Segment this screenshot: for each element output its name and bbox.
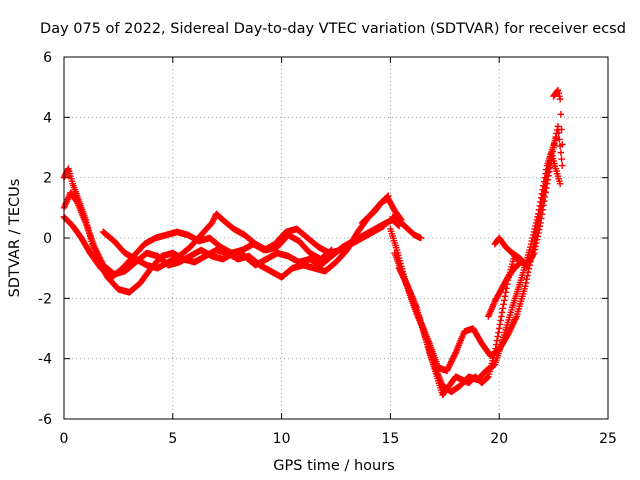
x-tick-label: 20 <box>490 431 508 447</box>
data-point <box>541 174 549 181</box>
x-tick-label: 0 <box>60 431 69 447</box>
data-point <box>328 246 335 254</box>
data-point <box>523 275 531 283</box>
data-point <box>497 317 504 324</box>
data-point <box>529 231 537 239</box>
y-tick-label: 0 <box>43 231 52 247</box>
data-point <box>493 337 501 344</box>
data-point <box>495 329 502 336</box>
y-tick-label: 4 <box>43 110 52 126</box>
data-point <box>555 89 562 97</box>
data-point <box>527 243 534 251</box>
x-tick-label: 10 <box>273 431 291 447</box>
data-point <box>498 309 506 316</box>
data-point <box>540 178 548 185</box>
data-point <box>554 123 562 130</box>
data-point <box>536 202 544 210</box>
data-point <box>495 325 503 332</box>
data-point <box>552 135 560 142</box>
data-point <box>535 206 543 214</box>
data-series-track-k <box>389 213 425 242</box>
x-axis-label: GPS time / hours <box>273 458 394 474</box>
data-point <box>556 180 564 187</box>
data-point <box>537 198 544 206</box>
data-point <box>554 86 562 94</box>
data-point <box>542 170 549 177</box>
data-point <box>528 237 536 245</box>
data-point <box>517 255 525 263</box>
x-tick-label: 25 <box>599 431 617 447</box>
data-series-track-i <box>491 234 525 263</box>
axis-ticks: 0 5 10 15 20 25 -6 -4 -2 0 2 4 6 <box>38 50 617 447</box>
data-point <box>522 282 529 290</box>
data-points <box>60 86 566 399</box>
data-point <box>539 186 547 194</box>
data-point <box>502 289 510 296</box>
data-point <box>530 228 538 236</box>
data-point <box>417 234 425 242</box>
x-tick-label: 5 <box>168 431 177 447</box>
data-point <box>527 258 534 265</box>
data-point <box>533 216 541 224</box>
data-point <box>558 126 565 133</box>
y-tick-label: -6 <box>38 412 52 428</box>
data-point <box>535 210 542 218</box>
data-point <box>522 279 530 287</box>
data-point <box>525 265 533 272</box>
data-point <box>559 162 566 169</box>
data-series-track-c <box>60 213 388 281</box>
y-tick-label: 2 <box>43 171 52 187</box>
data-point <box>555 129 562 137</box>
plot-frame <box>63 56 609 420</box>
data-point <box>557 149 565 156</box>
data-point <box>397 215 404 223</box>
data-point <box>557 111 565 118</box>
y-axis-label: SDTVAR / TECUs <box>7 179 23 298</box>
data-point <box>534 213 541 221</box>
data-point <box>537 194 545 202</box>
data-point <box>540 182 547 190</box>
y-tick-label: 6 <box>43 50 52 66</box>
data-point <box>527 240 535 248</box>
data-point <box>529 234 536 242</box>
data-point <box>499 305 507 312</box>
data-series-track-g <box>395 135 560 396</box>
data-point <box>532 222 539 230</box>
data-point <box>556 95 564 103</box>
data-point <box>556 136 563 143</box>
data-series-track-h <box>485 258 525 320</box>
data-point <box>543 166 550 173</box>
data-point <box>380 222 388 230</box>
data-point <box>500 301 507 308</box>
data-series-track-l <box>358 195 405 227</box>
data-point <box>529 247 536 255</box>
data-point <box>538 190 546 198</box>
data-point <box>498 313 505 320</box>
data-point <box>532 219 540 227</box>
data-point <box>558 155 565 163</box>
y-tick-label: -2 <box>38 291 52 307</box>
x-tick-label: 15 <box>381 431 399 447</box>
data-point <box>494 333 502 340</box>
data-point <box>531 225 539 233</box>
data-point <box>559 141 566 148</box>
data-point <box>496 321 504 328</box>
chart-title: Day 075 of 2022, Sidereal Day-to-day VTE… <box>40 21 626 37</box>
data-series-track-j <box>550 86 566 148</box>
y-tick-label: -4 <box>38 352 52 368</box>
data-point <box>500 297 508 304</box>
data-series-track-d <box>99 210 335 272</box>
data-point <box>556 92 563 100</box>
data-point <box>526 246 533 254</box>
data-point <box>501 293 509 300</box>
data-point <box>397 216 405 224</box>
